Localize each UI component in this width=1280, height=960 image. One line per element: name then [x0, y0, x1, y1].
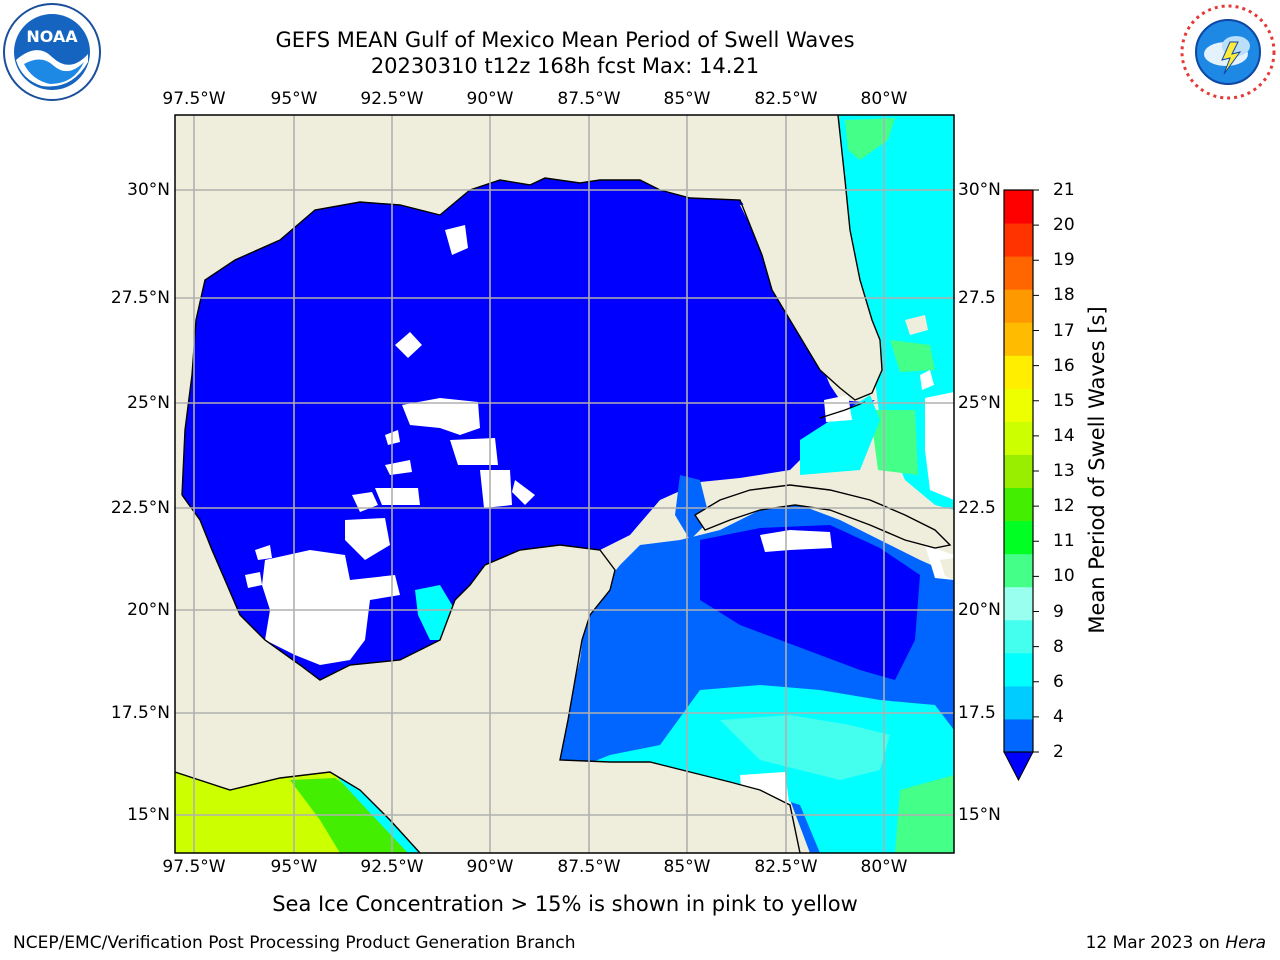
colorbar-segment — [1004, 652, 1033, 687]
no-data-patches — [245, 225, 954, 820]
colorbar-tick-label: 15 — [1053, 390, 1075, 411]
latitude-label: 20°N — [127, 600, 170, 620]
colorbar-segment — [1004, 355, 1033, 389]
colorbar-tick-label: 14 — [1053, 425, 1075, 446]
colorbar-segment — [1004, 520, 1033, 555]
longitude-label: 95°W — [270, 89, 318, 109]
colorbar-label: Mean Period of Swell Waves [s] — [1085, 306, 1109, 634]
latitude-label: 25°N — [127, 393, 170, 413]
colorbar-segment — [1004, 553, 1033, 588]
colorbar-tick-label: 18 — [1053, 285, 1075, 306]
colorbar-extend-arrow — [1003, 751, 1034, 782]
colorbar-tick-label: 6 — [1053, 671, 1064, 692]
timestamp-host: Hera — [1225, 933, 1266, 953]
sea-ice-note: Sea Ice Concentration > 15% is shown in … — [272, 892, 858, 916]
longitude-label: 92.5°W — [360, 857, 424, 877]
pacific-coast-band — [335, 775, 420, 853]
gulf-of-mexico-swell-region — [182, 178, 875, 680]
caribbean-green-patch — [895, 775, 954, 853]
latitude-label: 22.5°N — [110, 498, 170, 518]
colorbar-tick-label: 11 — [1053, 531, 1075, 552]
graticule — [175, 115, 954, 853]
longitude-label: 82.5°W — [754, 89, 818, 109]
map-subtitle: 20230310 t12z 168h fcst Max: 14.21 — [370, 54, 760, 78]
timestamp-date: 12 Mar 2023 on — [1085, 933, 1220, 953]
nws-logo-icon — [1180, 4, 1276, 100]
longitude-label: 95°W — [270, 857, 318, 877]
colorbar-tick-label: 4 — [1053, 706, 1064, 727]
colorbar-tick-label: 19 — [1053, 250, 1075, 271]
credit-line: NCEP/EMC/Verification Post Processing Pr… — [13, 933, 576, 953]
latitude-label: 15°N — [127, 805, 170, 825]
caribbean-mid-band — [720, 715, 890, 780]
colorbar-segment — [1004, 190, 1033, 224]
longitude-label: 97.5°W — [162, 89, 226, 109]
colorbar-tick-label: 16 — [1053, 355, 1075, 376]
colorbar-tick-label: 2 — [1053, 742, 1064, 762]
longitude-label: 80°W — [860, 857, 908, 877]
colorbar-segment — [1004, 421, 1033, 455]
map-frame — [174, 114, 955, 854]
colorbar-segment — [1004, 322, 1033, 356]
longitude-label: 80°W — [860, 89, 908, 109]
colorbar-tick-label: 12 — [1053, 496, 1075, 517]
svg-text:NOAA: NOAA — [26, 27, 78, 46]
latitude-label: 25°N — [958, 393, 1001, 413]
colorbar-segment — [1004, 619, 1033, 654]
latitude-label: 30°N — [958, 180, 1001, 200]
landmasses — [175, 115, 954, 853]
noaa-logo-icon: NOAA — [3, 3, 101, 101]
latitude-label: 17.5°N — [110, 703, 170, 723]
atlantic-green-patch-2 — [890, 340, 935, 372]
latitude-label: 20°N — [958, 600, 1001, 620]
colorbar-tick-label: 8 — [1053, 636, 1064, 657]
longitude-label: 85°W — [663, 857, 711, 877]
caribbean-deep-band — [700, 525, 920, 680]
colorbar-tick-label: 17 — [1053, 320, 1075, 341]
longitude-label: 85°W — [663, 89, 711, 109]
colorbar-tick-label: 20 — [1053, 215, 1075, 236]
colorbar — [1003, 189, 1039, 782]
latitude-label: 27.5 — [958, 288, 996, 308]
colorbar-tick-label: 9 — [1053, 601, 1064, 622]
longitude-label: 92.5°W — [360, 89, 424, 109]
colorbar-tick-label: 10 — [1053, 566, 1075, 587]
longitude-label: 87.5°W — [557, 857, 621, 877]
colorbar-tick-label: 21 — [1053, 180, 1075, 200]
colorbar-segment — [1004, 388, 1033, 422]
atlantic-green-patch-3 — [870, 410, 918, 475]
longitude-label: 87.5°W — [557, 89, 621, 109]
colorbar-segment — [1004, 454, 1033, 489]
latitude-label: 17.5 — [958, 703, 996, 723]
longitude-label: 90°W — [466, 857, 514, 877]
colorbar-tick-label: 13 — [1053, 461, 1075, 481]
latitude-label: 27.5°N — [110, 288, 170, 308]
latitude-label: 22.5 — [958, 498, 996, 518]
florida-straits-patch — [800, 395, 880, 475]
colorbar-segment — [1004, 718, 1033, 753]
atlantic-green-patch — [845, 118, 895, 160]
latitude-label: 15°N — [958, 805, 1001, 825]
longitude-label: 82.5°W — [754, 857, 818, 877]
colorbar-segment — [1004, 289, 1033, 323]
colorbar-segment — [1004, 586, 1033, 621]
longitude-label: 90°W — [466, 89, 514, 109]
timestamp: 12 Mar 2023 on Hera — [1086, 933, 1266, 953]
longitude-label: 97.5°W — [162, 857, 226, 877]
colorbar-segment — [1004, 256, 1033, 290]
latitude-label: 30°N — [127, 180, 170, 200]
colorbar-segment — [1004, 223, 1033, 257]
colorbar-segment — [1004, 487, 1033, 522]
map-title: GEFS MEAN Gulf of Mexico Mean Period of … — [275, 28, 855, 52]
colorbar-segment — [1004, 685, 1033, 720]
